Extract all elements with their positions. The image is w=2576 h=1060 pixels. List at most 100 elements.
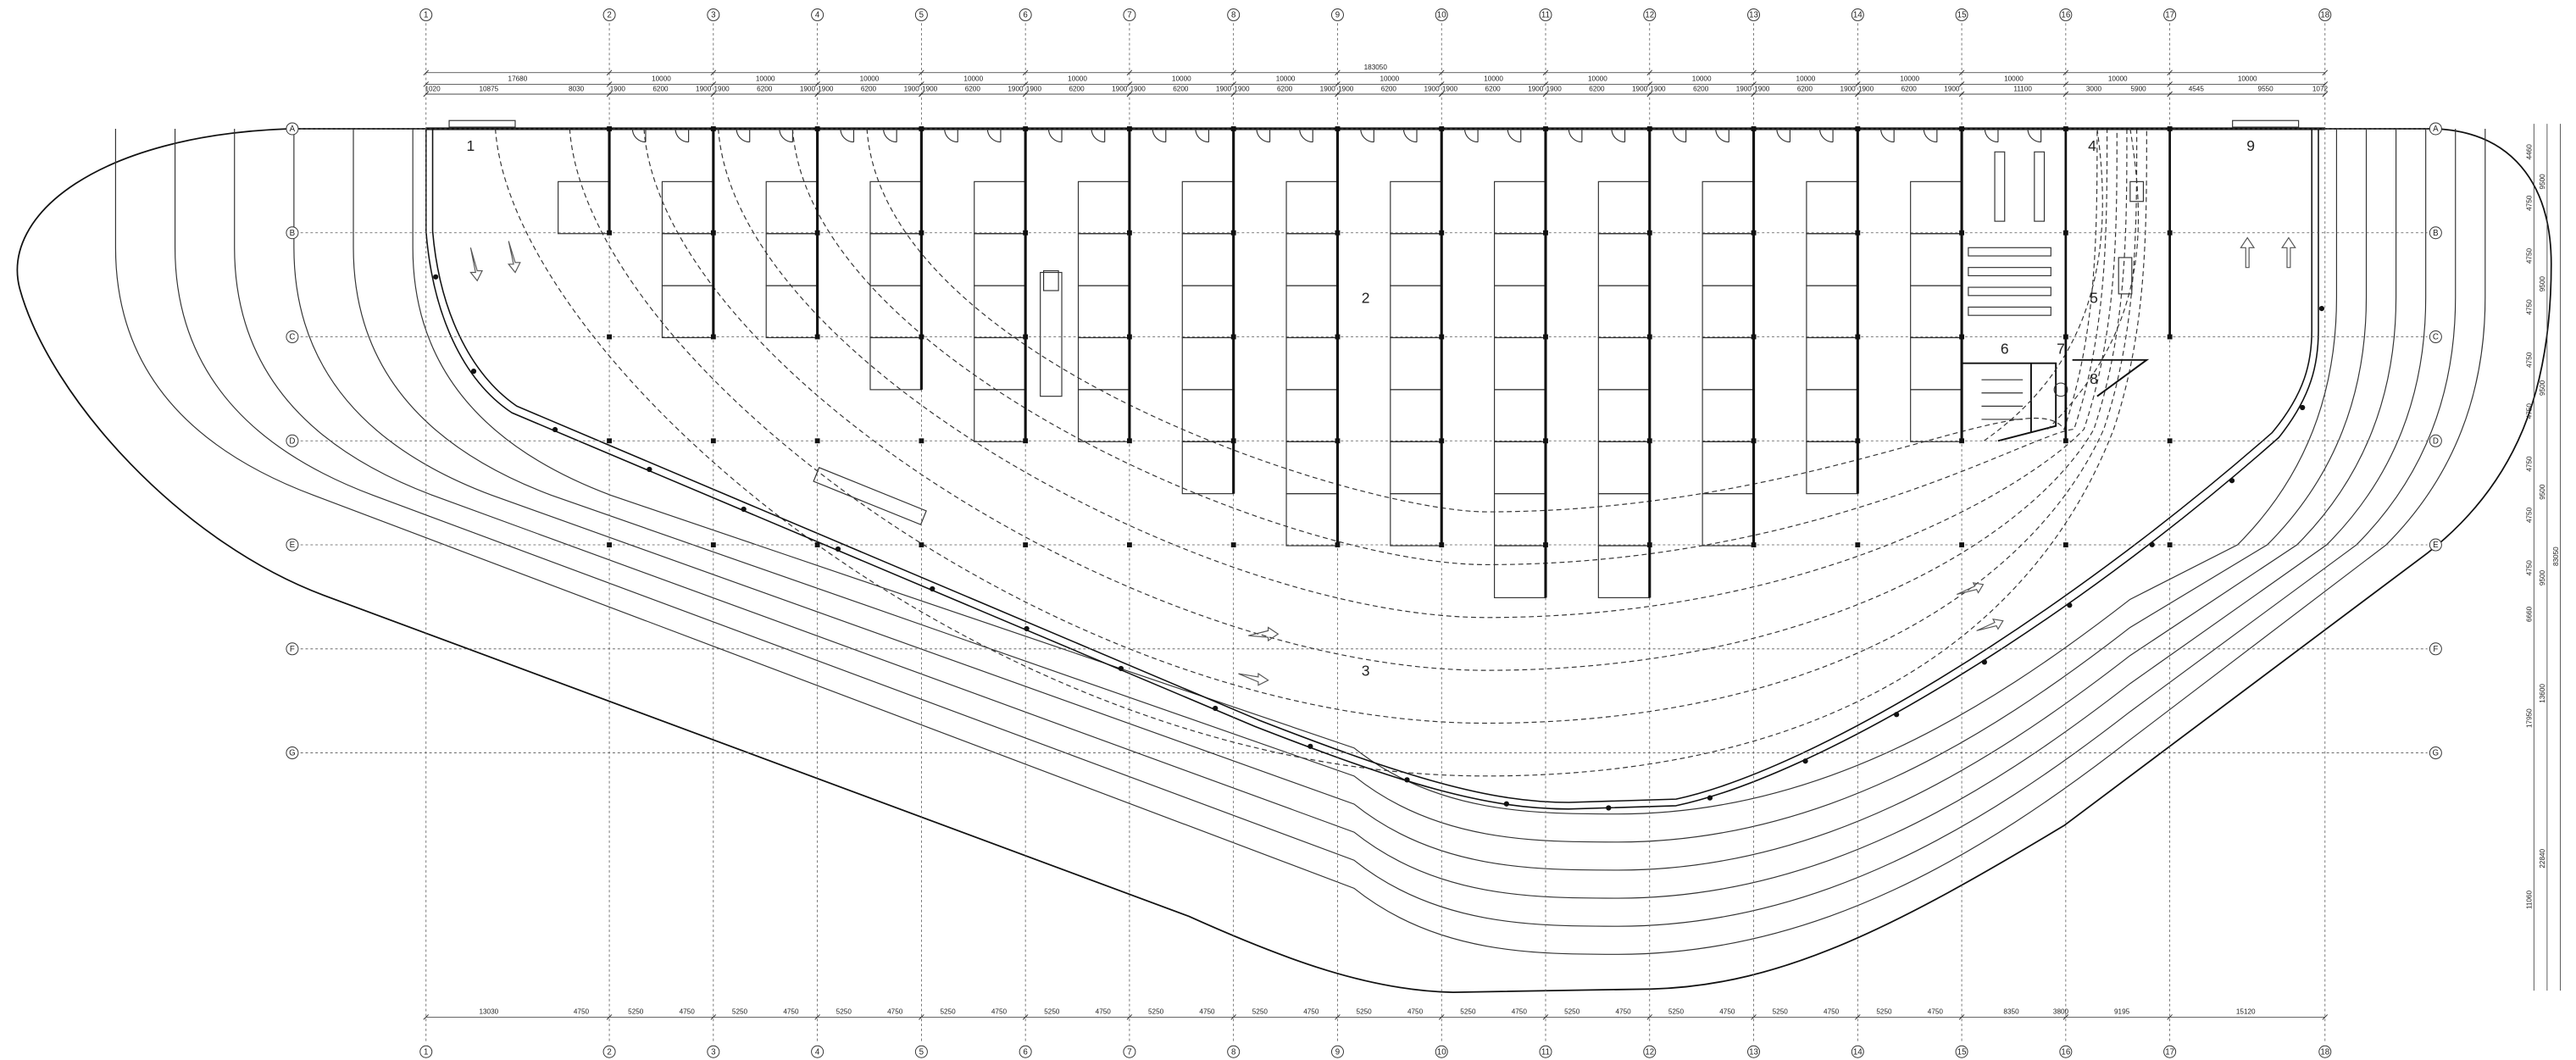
grid-bubble xyxy=(1123,1045,1136,1058)
dimension-tick xyxy=(710,1014,717,1020)
dimension-tick xyxy=(919,69,924,76)
dimension: 1900 xyxy=(1130,85,1146,92)
track-post xyxy=(2229,478,2235,484)
dimension: 6200 xyxy=(861,85,877,92)
door xyxy=(1091,128,1106,143)
door xyxy=(1776,128,1790,143)
dimension-tick xyxy=(919,1014,924,1020)
dimension-tick xyxy=(1855,1014,1861,1020)
grid-bubble xyxy=(1851,8,1864,22)
grid-bubble xyxy=(1330,1045,1344,1058)
dimension-tick xyxy=(1126,81,1133,87)
dimension-tick xyxy=(1855,81,1861,87)
dimension: 1900 xyxy=(1338,85,1354,92)
column-label: 17 xyxy=(2165,11,2174,20)
dimension: 1900 xyxy=(696,85,712,92)
dimension: 6200 xyxy=(1589,85,1605,92)
arrow xyxy=(1248,626,1280,642)
structural-column xyxy=(1543,230,1548,236)
door xyxy=(1507,128,1522,143)
structural-column xyxy=(607,126,612,131)
column-label: 6 xyxy=(1023,11,1027,20)
dimension: 4750 xyxy=(1928,1008,1944,1016)
structural-column xyxy=(1751,126,1757,131)
grid-bubble xyxy=(1643,1045,1657,1058)
structural-column xyxy=(1646,334,1652,340)
dimension: 5250 xyxy=(1252,1008,1269,1016)
door xyxy=(1672,128,1687,143)
ramp-curve xyxy=(114,128,2486,955)
grid-bubble xyxy=(811,1045,824,1058)
grid-bubble xyxy=(286,642,299,656)
structural-column xyxy=(2167,230,2173,236)
grid-bubble xyxy=(602,8,616,22)
dimension: 4545 xyxy=(2189,85,2205,92)
track-post xyxy=(741,506,747,513)
column-label: 18 xyxy=(2320,11,2329,20)
dimension: 8030 xyxy=(569,85,585,92)
door xyxy=(1880,128,1895,143)
dimension: 4750 xyxy=(680,1008,696,1016)
structural-column xyxy=(1855,230,1861,236)
structural-column xyxy=(1646,126,1652,131)
dimension: 4750 xyxy=(2526,195,2534,211)
dimension: 10000 xyxy=(1172,75,1191,83)
dimension: 1900 xyxy=(1736,85,1752,92)
column-label: 13 xyxy=(1749,1047,1758,1057)
dimension: 1900 xyxy=(904,85,920,92)
dimension: 4750 xyxy=(783,1008,799,1016)
grid-bubble xyxy=(286,122,299,136)
dimension: 6200 xyxy=(1797,85,1813,92)
table xyxy=(1968,306,2051,316)
dimension: 1900 xyxy=(1424,85,1440,92)
track-post xyxy=(1894,712,1900,718)
ramp-curve xyxy=(293,128,2397,871)
grid-bubble xyxy=(2318,8,2332,22)
column-label: 14 xyxy=(1853,11,1863,20)
grid-bubble xyxy=(2429,122,2442,136)
ramp-dash xyxy=(643,128,2128,671)
structural-column xyxy=(1335,126,1341,131)
structural-column xyxy=(1646,230,1652,236)
door xyxy=(1047,128,1063,143)
door xyxy=(1256,128,1271,143)
dimension: 5250 xyxy=(1460,1008,1476,1016)
dimension: 10000 xyxy=(2004,75,2024,83)
structural-column xyxy=(2062,542,2068,547)
dimension: 4750 xyxy=(1303,1008,1319,1016)
grid-bubble xyxy=(2429,434,2442,447)
dimension-tick xyxy=(1542,69,1549,76)
track-post xyxy=(2067,602,2073,608)
door xyxy=(1568,128,1583,143)
structural-column xyxy=(1023,438,1029,444)
structural-column xyxy=(1230,438,1236,444)
dimension-tick xyxy=(2167,69,2173,76)
column-label: 2 xyxy=(607,11,611,20)
dimension-tick xyxy=(1855,91,1861,97)
track-post xyxy=(1404,777,1410,783)
track-post xyxy=(2300,404,2306,411)
structural-column xyxy=(1751,438,1757,444)
structural-column xyxy=(607,230,612,236)
structural-column xyxy=(814,334,820,340)
dimension: 15120 xyxy=(2236,1008,2256,1016)
dimension: 1900 xyxy=(1234,85,1250,92)
dimension-tick xyxy=(1230,91,1236,97)
dimension: 10000 xyxy=(1796,75,1816,83)
dimension-tick xyxy=(2167,1014,2173,1020)
grid-bubble xyxy=(707,1045,720,1058)
grid-bubble xyxy=(2429,538,2442,552)
grid-bubble xyxy=(2429,330,2442,344)
door xyxy=(840,128,855,143)
track-post xyxy=(552,426,558,433)
structural-column xyxy=(1335,334,1341,340)
track-post xyxy=(2149,541,2155,547)
grid-bubble xyxy=(1747,8,1761,22)
dimension: 5250 xyxy=(1044,1008,1060,1016)
dimension: 9500 xyxy=(2539,569,2546,585)
dimension: 1900 xyxy=(1754,85,1770,92)
dimension: 10875 xyxy=(479,85,498,92)
dimension: 9500 xyxy=(2539,276,2546,292)
structural-column xyxy=(710,334,716,340)
dimension-tick xyxy=(1438,81,1445,87)
